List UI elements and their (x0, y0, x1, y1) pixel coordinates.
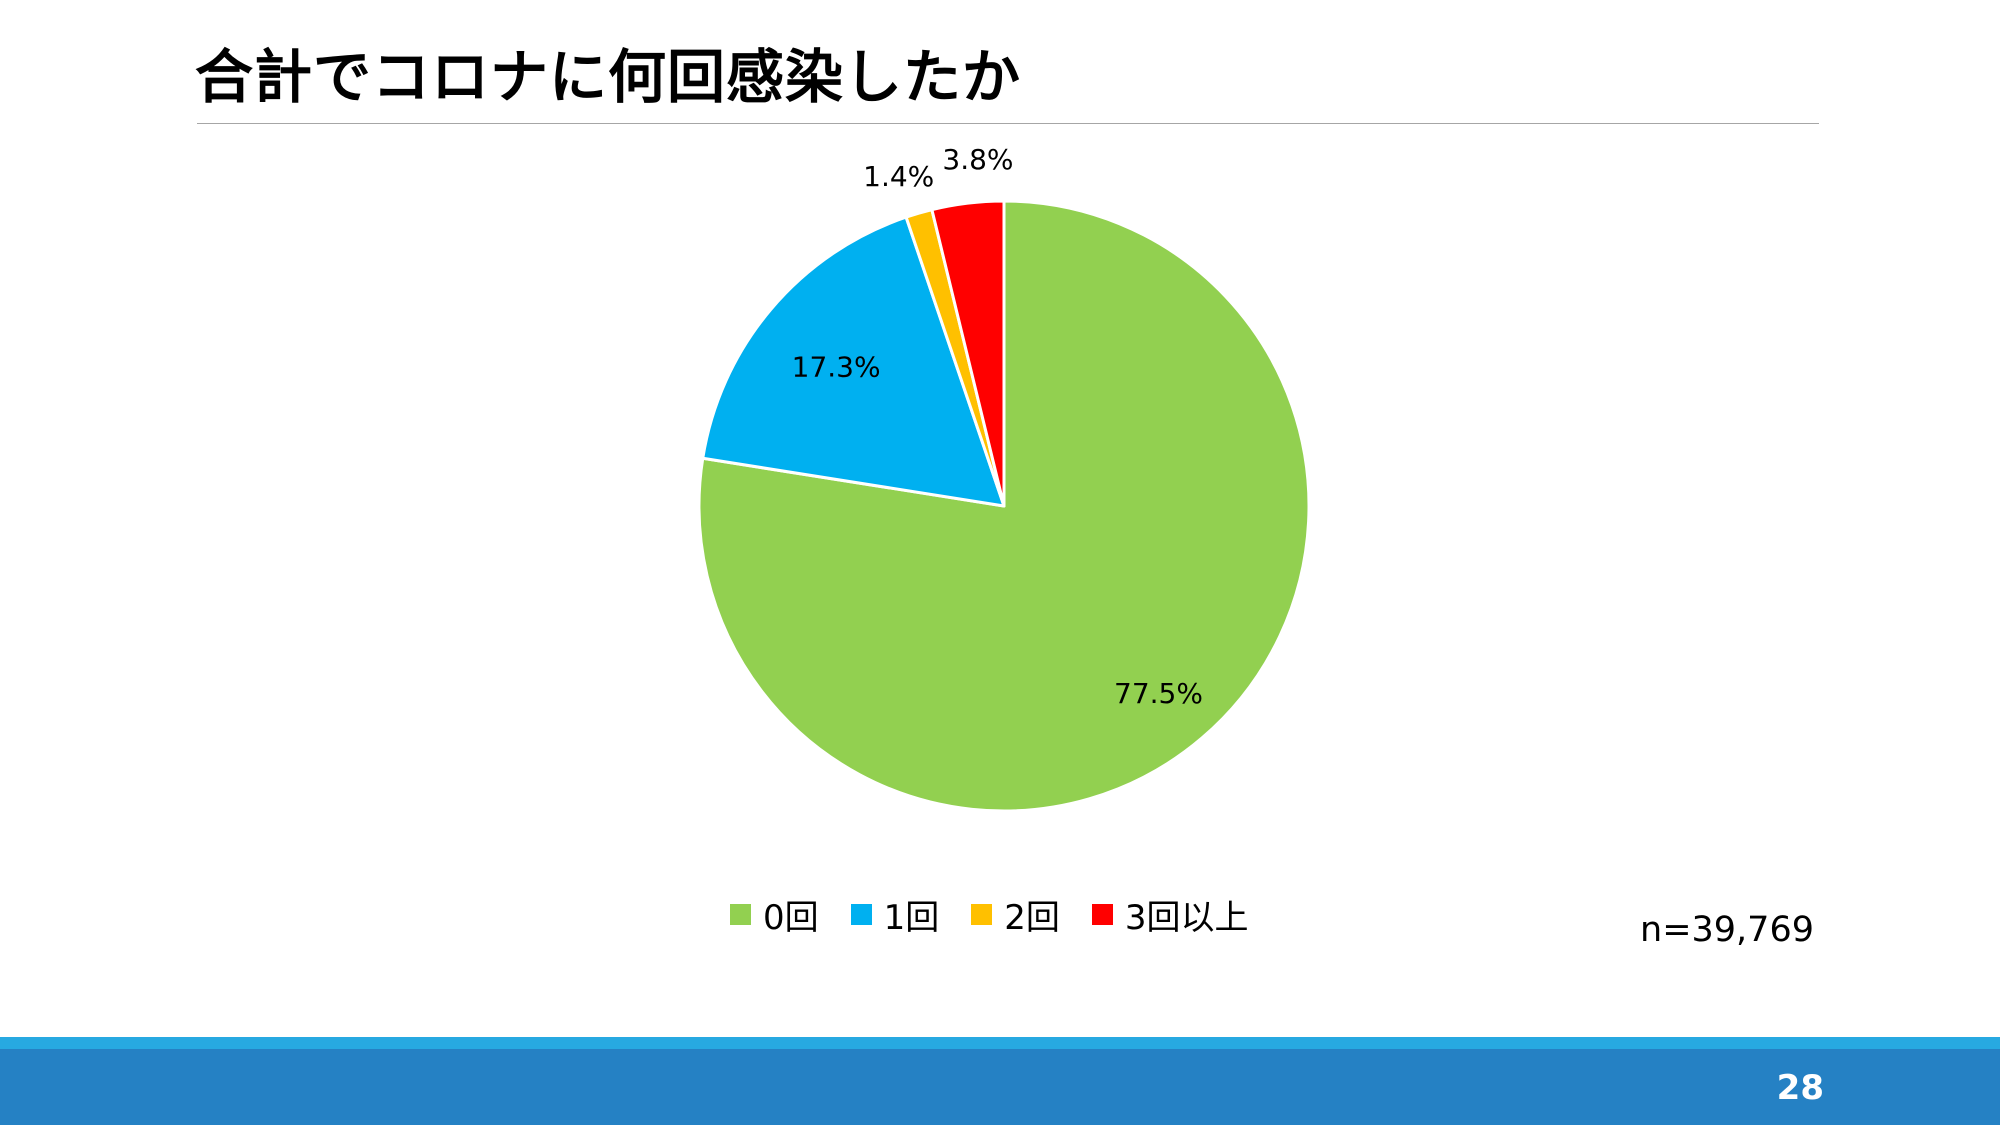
legend-item-2: 2回 (971, 890, 1060, 939)
page-number: 28 (1776, 1068, 1824, 1108)
legend-label: 3回以上 (1124, 898, 1249, 938)
chart-legend: 0回 1回 2回 3回以上 (730, 890, 1281, 939)
legend-swatch-icon (850, 904, 872, 925)
legend-swatch-icon (730, 904, 751, 925)
footer-bar (0, 1049, 2000, 1125)
title-divider (197, 123, 1819, 124)
legend-label: 0回 (763, 898, 819, 938)
pie-data-labels: 77.5% 17.3% 1.4%3.8% (792, 143, 1203, 710)
legend-item-0: 0回 (730, 890, 819, 939)
legend-swatch-icon (1091, 904, 1113, 925)
pie-slice-3 (930, 199, 1006, 508)
sample-size-label: n=39,769 (1640, 910, 1814, 950)
pie-slice-1 (701, 215, 1006, 508)
legend-label: 2回 (1004, 898, 1060, 938)
legend-item-3: 3回以上 (1091, 890, 1249, 939)
page-title: 合計でコロナに何回感染したか (195, 43, 1022, 111)
data-label-0: 77.5% (1114, 677, 1203, 710)
legend-item-1: 1回 (850, 890, 940, 939)
data-label-1: 17.3% (792, 350, 881, 383)
footer-accent-stripe (0, 1037, 2000, 1049)
pie-chart: 77.5% 17.3% 1.4%3.8% (697, 143, 1311, 813)
legend-swatch-icon (971, 904, 993, 925)
data-label-3: 3.8% (942, 143, 1013, 176)
pie-slices (697, 199, 1311, 813)
data-label-2: 1.4% (863, 160, 934, 193)
legend-label: 1回 (883, 898, 940, 938)
